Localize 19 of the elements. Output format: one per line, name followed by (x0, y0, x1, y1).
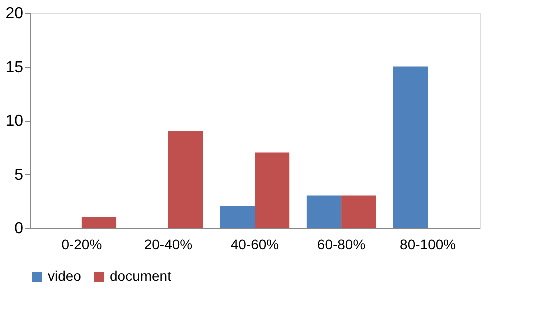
legend-label: document (110, 268, 172, 284)
x-tick-label: 80-100% (400, 236, 456, 252)
y-tick-label: 5 (14, 166, 24, 184)
y-tick-label: 10 (6, 113, 24, 130)
legend-label: video (48, 268, 82, 284)
bar (306, 196, 342, 228)
bar (82, 217, 117, 228)
bar (168, 131, 204, 228)
x-tick-label: 20-40% (144, 236, 193, 252)
bar (255, 152, 290, 228)
bar (393, 66, 428, 228)
y-tick-label: 0 (14, 220, 24, 238)
bar (220, 206, 255, 228)
bar (342, 196, 376, 228)
x-tick-label: 0-20% (62, 236, 102, 252)
x-tick-label: 60-80% (317, 236, 366, 252)
y-tick-label: 15 (6, 59, 24, 76)
y-tick-label: 20 (6, 6, 24, 22)
x-tick-label: 40-60% (230, 236, 280, 252)
